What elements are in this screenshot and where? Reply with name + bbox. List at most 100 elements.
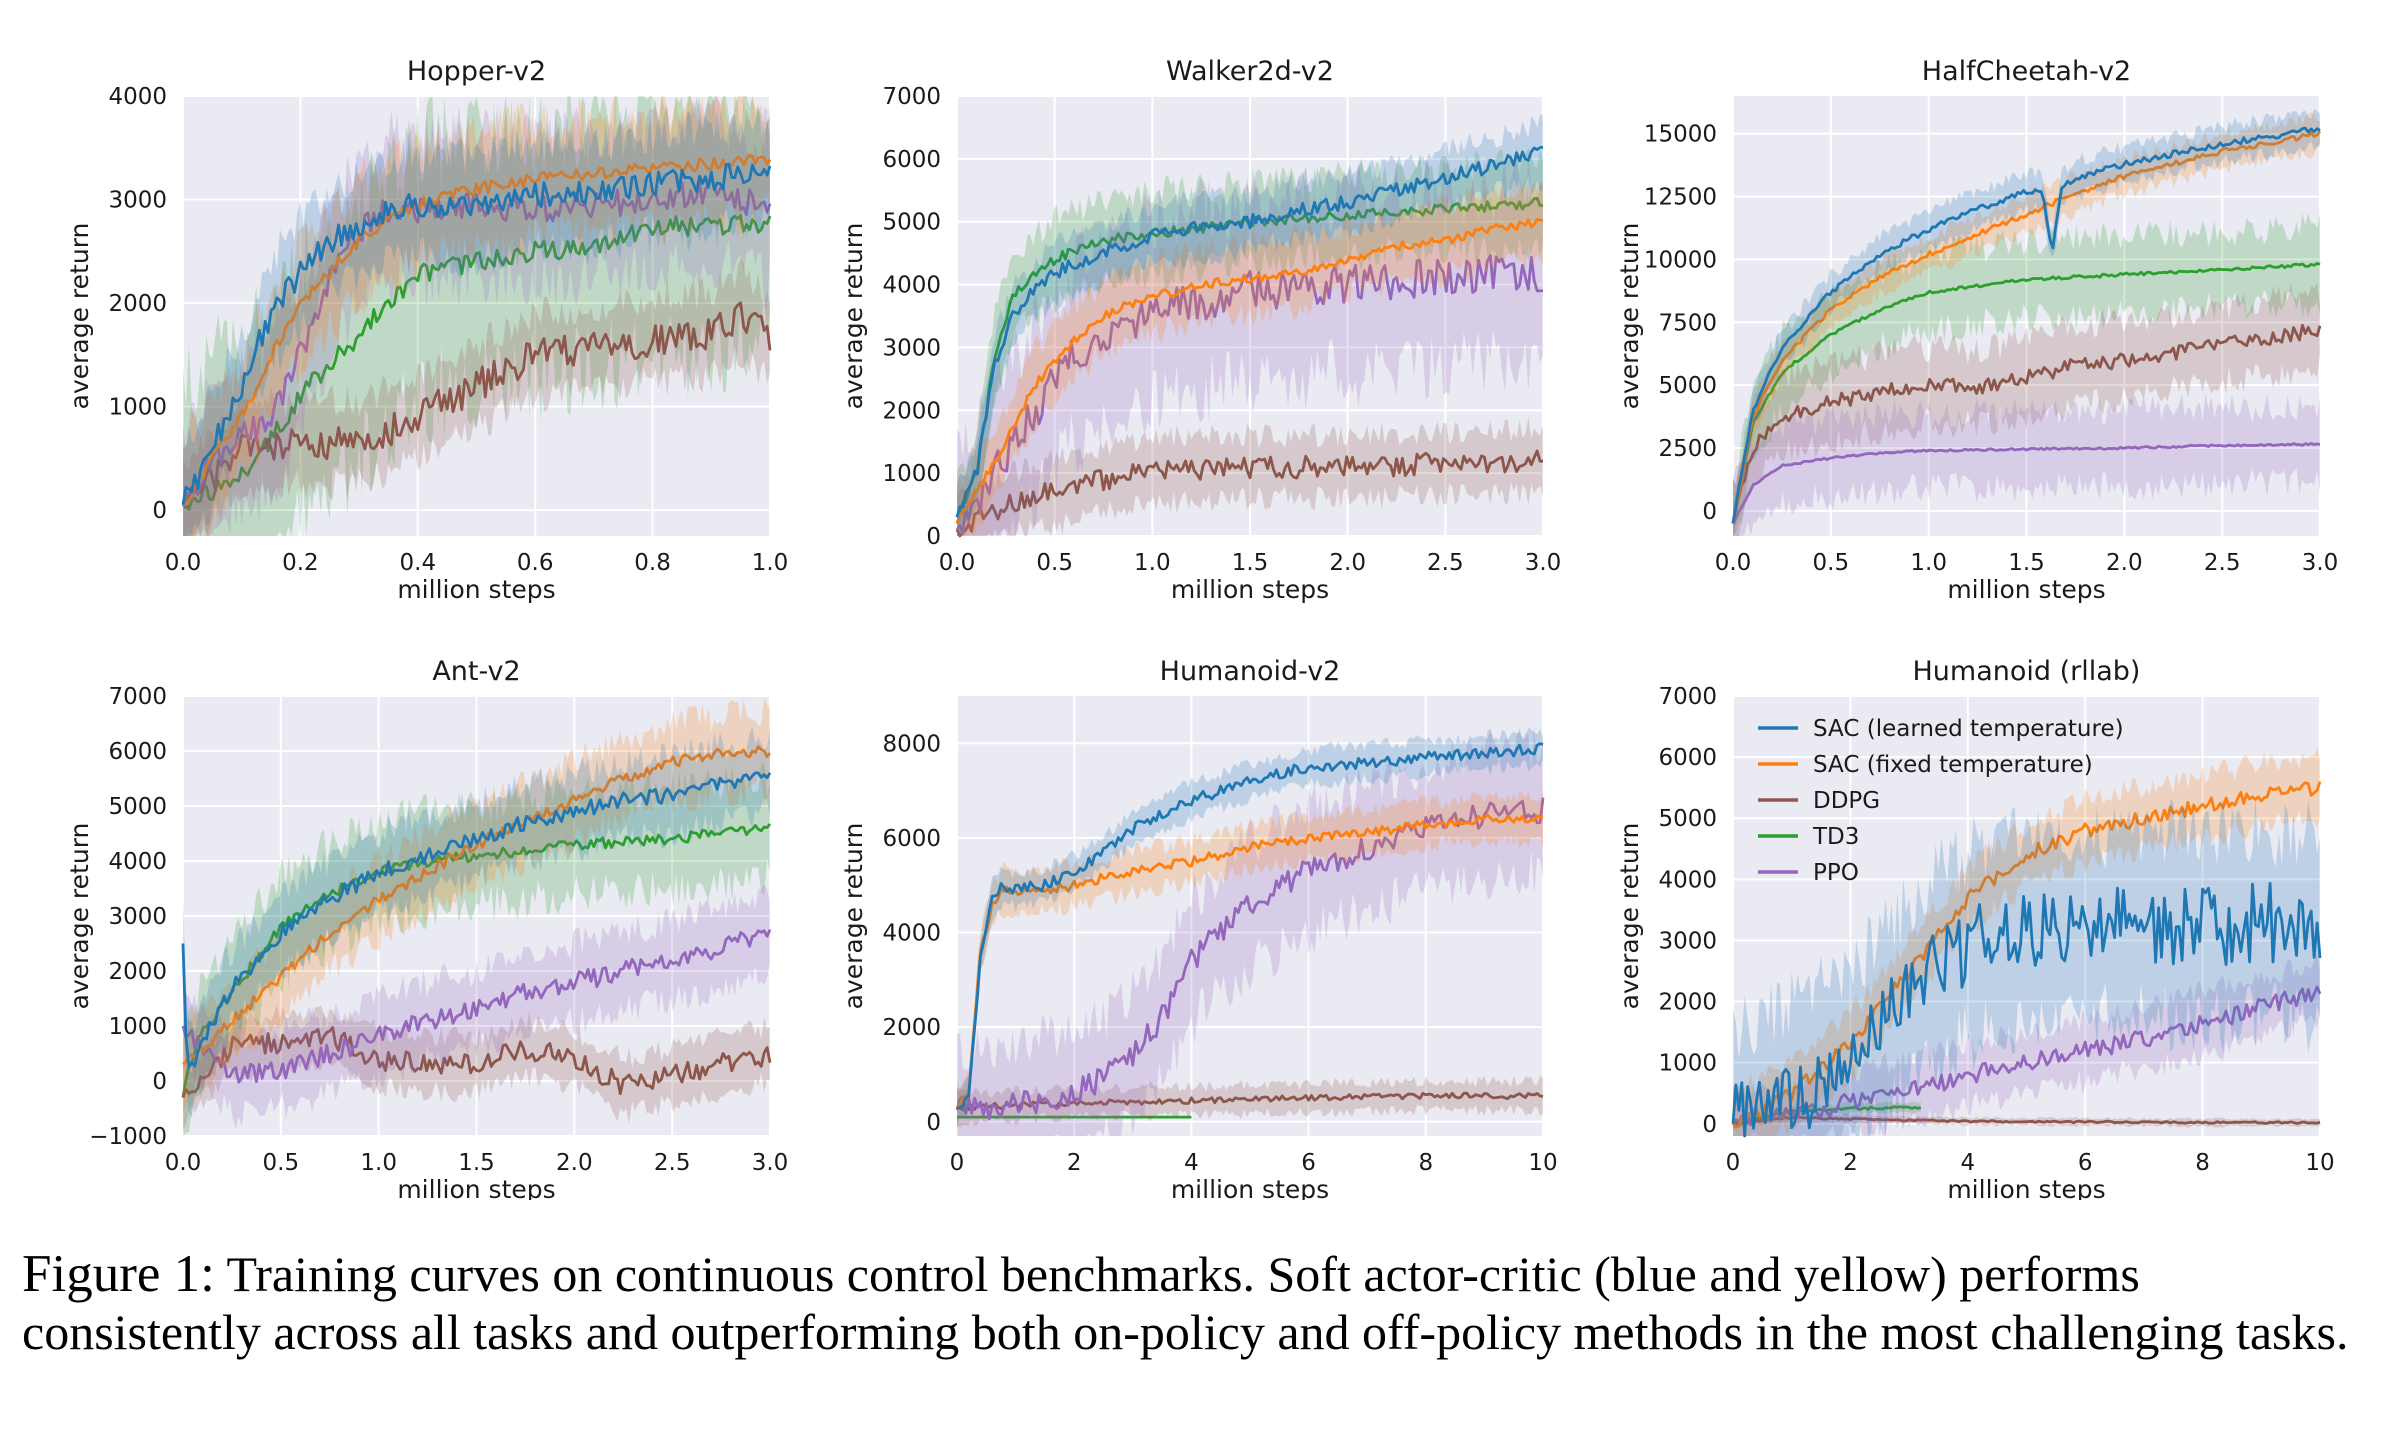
- line-sac_learned: [956, 742, 1544, 1110]
- y-tick-label: 12500: [1644, 185, 1717, 211]
- band-td3: [183, 762, 770, 1136]
- x-tick-label: 0.8: [634, 550, 671, 576]
- x-tick-label: 0: [950, 1150, 965, 1176]
- band-ddpg: [1733, 282, 2320, 536]
- band-sac_learned: [957, 114, 1543, 536]
- y-tick-label: 10000: [1644, 247, 1717, 273]
- legend-label-td3: TD3: [1812, 824, 1859, 850]
- x-axis-label: million steps: [397, 1175, 555, 1200]
- line-ppo: [181, 929, 772, 1084]
- y-tick-label: 5000: [108, 794, 167, 820]
- band-ddpg: [183, 1005, 770, 1131]
- chart-panel-5: 0 2 4 6 8 10 0 1000 2000 3000 4000 5000 6000 7000 Huma…: [1615, 656, 2335, 1200]
- x-axis-label: million steps: [1171, 575, 1329, 604]
- x-tick-label: 0.5: [1813, 550, 1850, 576]
- x-tick-label: 1.0: [1134, 550, 1171, 576]
- y-tick-label: 0: [1702, 1112, 1717, 1138]
- x-tick-label: 3.0: [2302, 550, 2339, 576]
- y-axis-label: average return: [839, 223, 868, 410]
- chart-title: Walker2d-v2: [1166, 56, 1334, 87]
- x-tick-label: 8: [2195, 1150, 2210, 1176]
- x-tick-label: 0.2: [282, 550, 319, 576]
- chart-panel-1: 0.0 0.5 1.0 1.5 2.0 2.5 3.0 0 1000 2000 3000 4000 50…: [839, 56, 1561, 604]
- x-tick-label: 6: [1301, 1150, 1316, 1176]
- band-sac_learned: [1733, 797, 2320, 1136]
- x-tick-label: 1.5: [2008, 550, 2045, 576]
- x-tick-label: 1.0: [752, 550, 789, 576]
- band-ddpg: [183, 258, 770, 536]
- legend-label-ddpg: DDPG: [1813, 788, 1880, 814]
- band-sac_fixed: [183, 697, 770, 1111]
- y-tick-label: 2500: [1658, 436, 1717, 462]
- line-ddpg: [1733, 1115, 2321, 1126]
- y-tick-label: 6000: [882, 826, 941, 852]
- chart-title: HalfCheetah-v2: [1922, 56, 2131, 87]
- caption-text: Training curves on continuous control be…: [22, 1246, 2349, 1360]
- x-tick-label: 2.0: [2106, 550, 2143, 576]
- y-tick-label: 5000: [882, 210, 941, 236]
- x-tick-label: 0.6: [517, 550, 554, 576]
- band-sac_learned: [183, 726, 770, 1118]
- band-sac_learned: [957, 727, 1543, 1128]
- x-tick-label: 1.5: [458, 1150, 495, 1176]
- y-tick-label: 3000: [108, 188, 167, 214]
- x-tick-label: 1.5: [1232, 550, 1269, 576]
- plot-area: [957, 696, 1543, 1136]
- line-ddpg: [1731, 323, 2322, 524]
- x-tick-label: 0.4: [400, 550, 437, 576]
- line-ddpg: [955, 449, 1543, 538]
- x-axis-label: million steps: [397, 575, 555, 604]
- y-tick-label: 1000: [108, 395, 167, 421]
- y-tick-label: 7500: [1658, 310, 1717, 336]
- band-sac_fixed: [957, 789, 1543, 1134]
- legend-label-ppo: PPO: [1813, 860, 1859, 886]
- x-tick-label: 3.0: [1525, 550, 1562, 576]
- x-tick-label: 2: [1843, 1150, 1858, 1176]
- x-tick-label: 0.5: [1036, 550, 1073, 576]
- x-tick-label: 0.0: [1715, 550, 1752, 576]
- line-td3: [182, 214, 772, 511]
- legend: SAC (learned temperature) SAC (fixed temp…: [1758, 716, 2124, 886]
- y-tick-label: 2000: [108, 291, 167, 317]
- x-tick-label: 10: [2305, 1150, 2334, 1176]
- x-tick-label: 0.0: [165, 1150, 202, 1176]
- x-tick-label: 10: [1528, 1150, 1557, 1176]
- y-tick-label: 1000: [882, 461, 941, 487]
- x-axis-label: million steps: [1171, 1175, 1329, 1200]
- figure-caption: Figure 1: Training curves on continuous …: [22, 1245, 2382, 1361]
- y-tick-label: 0: [1702, 499, 1717, 525]
- y-tick-label: −1000: [89, 1124, 167, 1150]
- y-tick-label: 1000: [108, 1014, 167, 1040]
- chart-panel-3: 0.0 0.5 1.0 1.5 2.0 2.5 3.0 −1000 0 1000 2000 3000 4…: [65, 656, 788, 1200]
- x-tick-label: 2: [1067, 1150, 1082, 1176]
- y-tick-label: 2000: [882, 398, 941, 424]
- x-tick-label: 1.0: [360, 1150, 397, 1176]
- x-tick-label: 4: [1184, 1150, 1199, 1176]
- y-tick-label: 4000: [108, 849, 167, 875]
- band-sac_fixed: [183, 96, 770, 536]
- band-sac_fixed: [957, 178, 1543, 537]
- x-tick-label: 2.5: [2204, 550, 2241, 576]
- y-tick-label: 1000: [1658, 1051, 1717, 1077]
- y-tick-label: 3000: [882, 335, 941, 361]
- line-sac_learned: [1731, 126, 2321, 524]
- line-ppo: [955, 253, 1544, 535]
- band-ppo: [1733, 393, 2320, 536]
- band-sac_fixed: [1733, 112, 2320, 536]
- caption-label: Figure 1:: [22, 1245, 215, 1303]
- y-tick-label: 4000: [882, 921, 941, 947]
- y-tick-label: 4000: [1658, 867, 1717, 893]
- x-tick-label: 4: [1960, 1150, 1975, 1176]
- y-tick-label: 3000: [1658, 928, 1717, 954]
- x-tick-label: 2.0: [1329, 550, 1366, 576]
- chart-title: Hopper-v2: [407, 56, 546, 87]
- y-axis-label: average return: [65, 223, 94, 410]
- x-tick-label: 0: [1726, 1150, 1741, 1176]
- chart-title: Humanoid (rllab): [1913, 656, 2141, 687]
- chart-panel-4: 0 2 4 6 8 10 0 2000 4000 6000 8000 Humanoid-v2 milli…: [839, 656, 1558, 1200]
- x-tick-label: 2.5: [654, 1150, 691, 1176]
- band-ppo: [183, 883, 770, 1129]
- line-ddpg: [181, 1026, 772, 1098]
- line-sac_learned: [181, 771, 772, 1069]
- y-tick-label: 5000: [1658, 373, 1717, 399]
